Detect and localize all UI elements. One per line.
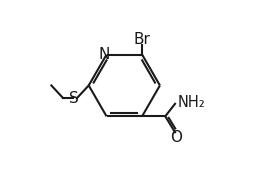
Text: O: O (170, 130, 182, 145)
Text: Br: Br (134, 32, 151, 47)
Text: N: N (98, 47, 110, 62)
Text: S: S (69, 91, 79, 106)
Text: NH₂: NH₂ (178, 95, 205, 109)
